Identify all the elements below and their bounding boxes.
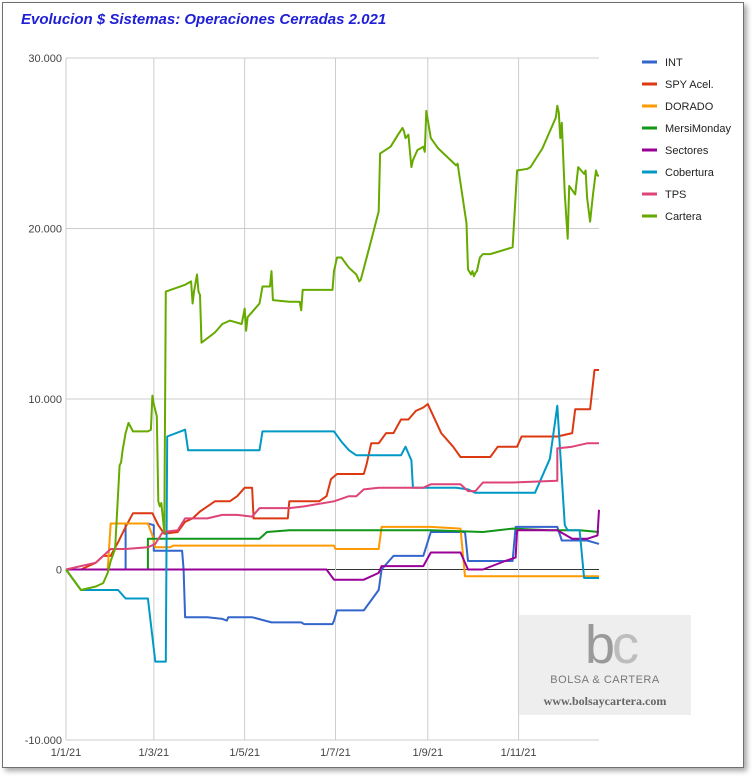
x-tick-label: 1/11/21 <box>501 747 537 759</box>
y-tick-label: 30.000 <box>28 53 62 65</box>
legend-item-sectores[interactable]: Sectores <box>642 145 709 157</box>
x-tick-label: 1/5/21 <box>229 747 260 759</box>
legend-label: Cobertura <box>665 167 715 179</box>
series-line-tps <box>65 442 599 571</box>
series-line-dorado <box>66 522 599 578</box>
legend-label: MersiMonday <box>665 123 732 135</box>
y-tick-label: 0 <box>56 565 62 577</box>
legend-label: Cartera <box>665 211 703 223</box>
x-tick-label: 1/9/21 <box>412 747 443 759</box>
legend-label: DORADO <box>665 101 714 113</box>
x-tick-label: 1/7/21 <box>320 747 351 759</box>
legend-item-spy-acel[interactable]: SPY Acel. <box>642 79 714 91</box>
series-line-cartera <box>65 104 599 591</box>
series-line-int <box>66 522 600 626</box>
series-line-spy-acel <box>66 369 599 571</box>
legend-item-tps[interactable]: TPS <box>642 189 686 201</box>
watermark-name: BOLSA & CARTERA <box>550 674 660 686</box>
chart-frame: Evolucion $ Sistemas: Operaciones Cerrad… <box>2 2 744 768</box>
legend-item-dorado[interactable]: DORADO <box>642 101 714 113</box>
svg-text:c: c <box>612 615 639 673</box>
legend-label: TPS <box>665 189 686 201</box>
y-tick-label: -10.000 <box>25 735 62 747</box>
legend-label: SPY Acel. <box>665 79 714 91</box>
series-line-sectores <box>66 509 600 581</box>
series-line-cobertura <box>65 404 599 663</box>
legend-item-mersimonday[interactable]: MersiMonday <box>642 123 732 135</box>
x-tick-label: 1/3/21 <box>139 747 170 759</box>
watermark: b c BOLSA & CARTERA www.bolsaycartera.co… <box>519 615 691 715</box>
legend-item-int[interactable]: INT <box>642 57 683 69</box>
watermark-url: www.bolsaycartera.com <box>543 694 667 708</box>
chart-title: Evolucion $ Sistemas: Operaciones Cerrad… <box>21 11 387 28</box>
y-tick-label: 20.000 <box>28 224 62 236</box>
bolsa-cartera-logo: b c <box>585 615 639 673</box>
svg-text:b: b <box>585 615 615 673</box>
legend-item-cobertura[interactable]: Cobertura <box>642 167 715 179</box>
line-chart: -10.000 0 10.000 20.000 30.000 1/1/21 1/3/21 1… <box>25 53 732 759</box>
legend-item-cartera[interactable]: Cartera <box>642 211 703 223</box>
y-tick-label: 10.000 <box>28 394 62 406</box>
legend-label: Sectores <box>665 145 709 157</box>
x-tick-label: 1/1/21 <box>51 747 82 759</box>
legend-label: INT <box>665 57 683 69</box>
